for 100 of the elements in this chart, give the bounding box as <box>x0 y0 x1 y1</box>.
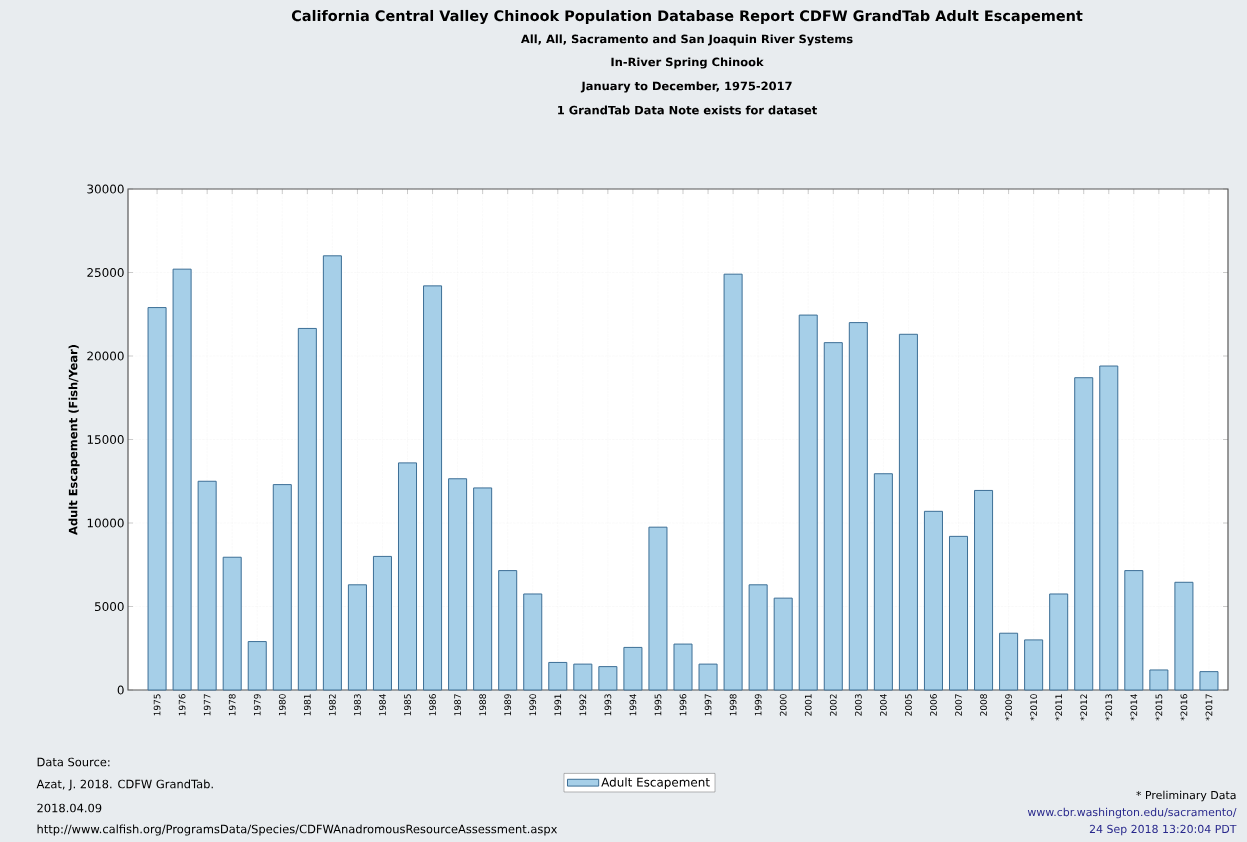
bar <box>798 314 818 691</box>
bar <box>1124 570 1144 691</box>
x-tick-label: 2004 <box>879 694 887 716</box>
bar <box>948 535 969 691</box>
x-tick-label: 1996 <box>679 694 687 716</box>
x-tick-label: 1997 <box>704 694 712 716</box>
x-tick-label: 1984 <box>379 694 386 716</box>
bar <box>347 584 367 691</box>
bar <box>1024 639 1044 691</box>
bar <box>372 555 392 691</box>
x-tick-label: *2013 <box>1105 694 1113 721</box>
y-tick-label: 15000 <box>87 434 124 445</box>
x-tick-label: 2001 <box>804 694 812 716</box>
x-tick-label: 2003 <box>854 694 862 716</box>
bar <box>1099 365 1119 691</box>
bar <box>848 322 868 691</box>
y-tick-label: 5000 <box>94 601 124 612</box>
x-tick-label: 1977 <box>203 694 211 716</box>
x-tick-label: 1980 <box>278 694 286 716</box>
x-tick-label: 2006 <box>930 694 937 716</box>
x-tick-label: 1976 <box>178 694 186 716</box>
y-tick-label: 30000 <box>87 184 124 194</box>
x-tick-label: 1998 <box>729 694 737 716</box>
text: * Preliminary Data <box>1136 790 1236 802</box>
bar <box>548 661 568 691</box>
text: 1 GrandTab Data Note exists for dataset <box>558 105 817 115</box>
bar <box>1074 377 1094 691</box>
x-tick-label: 1975 <box>153 694 161 716</box>
bar <box>673 643 693 691</box>
bar <box>1049 593 1069 691</box>
bar <box>297 327 317 691</box>
bar <box>147 307 167 691</box>
x-tick-label: 1989 <box>504 694 512 716</box>
text: In-River Spring Chinook <box>611 57 764 69</box>
bar <box>648 526 668 691</box>
bar <box>999 632 1019 691</box>
x-tick-label: *2014 <box>1130 694 1138 721</box>
text: Azat, J. 2018. CDFW GrandTab. <box>36 779 213 791</box>
x-tick-label: 2007 <box>955 694 962 716</box>
x-tick-label: 2000 <box>779 694 787 716</box>
x-tick-label: 1987 <box>454 694 461 716</box>
bar <box>823 342 843 691</box>
bar <box>247 641 267 691</box>
bar <box>222 556 242 691</box>
bar <box>272 484 292 691</box>
bar <box>423 285 443 691</box>
bar <box>898 333 918 691</box>
bar <box>723 273 743 691</box>
x-tick-label: 2008 <box>980 694 987 716</box>
x-tick-label: 1990 <box>529 694 537 716</box>
bar <box>473 487 493 691</box>
bar <box>974 489 994 691</box>
x-tick-label: 1994 <box>629 694 637 716</box>
bar <box>448 478 468 691</box>
x-tick-label: *2012 <box>1080 694 1088 721</box>
y-tick-label: 25000 <box>87 267 124 278</box>
bar <box>1199 671 1219 691</box>
chart-subtitle: All, All, Sacramento and San Joaquin River Systems <box>520 34 853 46</box>
x-tick-label: 1978 <box>228 694 236 716</box>
text: http://www.calfish.org/ProgramsData/Species/CDFWAnadromousResourceAssessment.aspx <box>37 824 558 836</box>
bar <box>873 473 893 691</box>
x-tick-label: *2011 <box>1055 694 1063 721</box>
bar <box>598 666 618 691</box>
bar <box>322 255 342 691</box>
bar <box>698 663 718 691</box>
bar <box>573 663 593 691</box>
text: www.cbr.washington.edu/sacramento/ <box>1027 807 1237 819</box>
text: January to December, 1975-2017 <box>580 81 792 93</box>
y-tick-label: 0 <box>117 685 124 695</box>
x-tick-label: 1995 <box>654 694 662 716</box>
x-tick-label: 1982 <box>328 694 336 716</box>
y-tick-label: 20000 <box>87 351 124 361</box>
x-tick-label: 1999 <box>754 694 762 716</box>
x-tick-label: 1981 <box>303 694 311 716</box>
x-tick-label: 2002 <box>829 694 837 716</box>
x-tick-label: 1988 <box>479 694 487 716</box>
x-tick-label: *2009 <box>1005 694 1012 721</box>
x-tick-label: *2016 <box>1180 694 1188 721</box>
bar <box>748 584 768 691</box>
x-tick-label: 2005 <box>905 694 912 716</box>
bar <box>172 268 192 691</box>
bar <box>923 510 943 691</box>
legend-label: Adult Escapement <box>601 777 710 789</box>
text: 24 Sep 2018 13:20:04 PDT <box>1089 824 1237 836</box>
bar <box>197 480 217 691</box>
x-tick-label: 1992 <box>579 694 587 716</box>
bar <box>1149 669 1169 691</box>
y-axis-title: Adult Escapement (Fish/Year) <box>68 345 80 535</box>
bar <box>623 646 643 691</box>
bar <box>498 570 518 691</box>
text: 2018.04.09 <box>37 803 102 813</box>
chart-title: California Central Valley Chinook Population Database Report CDFW GrandTab Adult Escapement <box>291 9 1083 25</box>
y-tick-label: 10000 <box>87 518 124 528</box>
x-tick-label: 1991 <box>554 694 562 716</box>
x-tick-label: 1983 <box>354 694 361 716</box>
bar <box>1174 581 1194 691</box>
x-tick-label: *2010 <box>1030 694 1038 721</box>
bar <box>397 462 418 691</box>
x-tick-label: 1979 <box>253 694 261 716</box>
x-tick-label: 1985 <box>404 694 411 716</box>
